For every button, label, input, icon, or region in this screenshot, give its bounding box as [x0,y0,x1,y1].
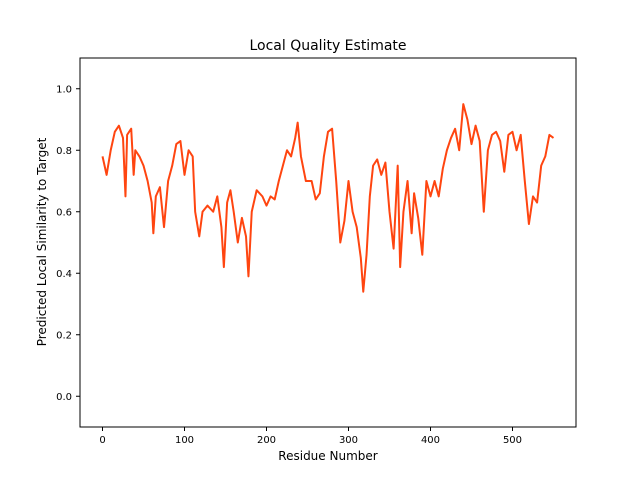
x-tick-label: 200 [257,435,276,446]
y-tick-label: 0.0 [56,392,72,403]
plot-frame [79,57,577,428]
y-tick-label: 0.6 [56,207,72,218]
y-tick-label: 0.8 [56,146,72,157]
x-tick-label: 300 [339,435,358,446]
chart-title: Local Quality Estimate [249,38,406,54]
y-axis-label: Predicted Local Similarity to Target [35,137,49,346]
y-tick-label: 1.0 [56,84,72,95]
y-tick-label: 0.4 [56,269,72,280]
x-tick-label: 0 [99,435,105,446]
series-line [101,103,555,293]
y-tick-label: 0.2 [56,330,72,341]
x-axis-label: Residue Number [278,449,377,463]
x-tick-label: 400 [421,435,440,446]
x-tick-label: 100 [175,435,194,446]
x-tick-label: 500 [503,435,522,446]
